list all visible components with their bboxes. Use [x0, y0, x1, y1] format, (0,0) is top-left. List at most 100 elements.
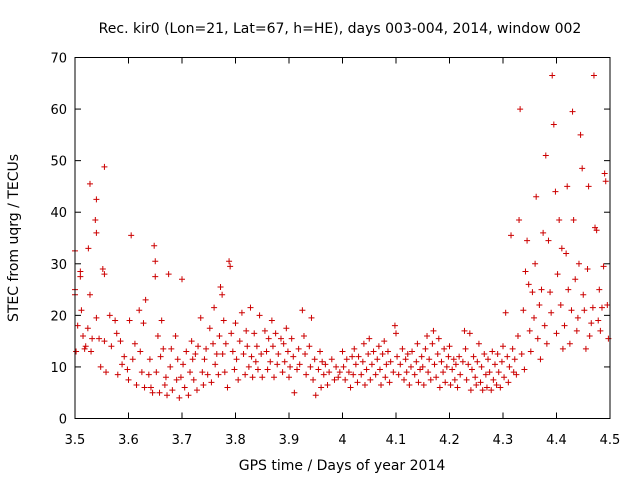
data-point	[271, 374, 278, 381]
data-point	[376, 366, 383, 373]
data-point	[493, 381, 500, 388]
data-point	[312, 392, 319, 399]
data-point	[511, 356, 518, 363]
data-point	[595, 317, 602, 324]
data-point	[596, 286, 603, 293]
data-point	[540, 229, 547, 236]
data-point	[526, 327, 533, 334]
data-point	[81, 345, 88, 352]
data-point	[486, 369, 493, 376]
y-axis-label: STEC from uqrg / TECUs	[6, 154, 22, 322]
data-point	[310, 376, 317, 383]
data-point	[485, 356, 492, 363]
data-point	[112, 317, 119, 324]
data-point	[146, 356, 153, 363]
data-point	[518, 351, 525, 358]
data-point	[318, 384, 325, 391]
data-point	[261, 327, 268, 334]
data-points	[72, 72, 612, 401]
data-point	[552, 188, 559, 195]
data-point	[545, 237, 552, 244]
data-point	[472, 374, 479, 381]
plot-frame	[74, 57, 611, 419]
data-point	[402, 356, 409, 363]
data-point	[478, 363, 485, 370]
y-axis-ticks: 0 10 20 30 40 50 60 70	[50, 52, 610, 428]
data-point	[600, 263, 607, 270]
data-point	[417, 366, 424, 373]
data-point	[199, 369, 206, 376]
data-point	[243, 327, 250, 334]
data-point	[88, 348, 95, 355]
data-point	[268, 317, 275, 324]
data-point	[482, 371, 489, 378]
data-point	[77, 273, 84, 280]
data-point	[203, 345, 210, 352]
data-point	[151, 242, 158, 249]
data-point	[598, 304, 605, 311]
data-point	[418, 353, 425, 360]
data-point	[403, 369, 410, 376]
data-point	[129, 356, 136, 363]
data-point	[263, 348, 270, 355]
data-point	[582, 345, 589, 352]
data-point	[585, 183, 592, 190]
data-point	[568, 307, 575, 314]
data-point	[138, 369, 145, 376]
data-point	[440, 369, 447, 376]
x-tick-label: 4.3	[493, 433, 514, 448]
data-point	[86, 291, 93, 298]
data-point	[251, 330, 258, 337]
data-point	[156, 389, 163, 396]
data-point	[164, 392, 171, 399]
data-point	[306, 343, 313, 350]
data-point	[242, 371, 249, 378]
data-point	[367, 376, 374, 383]
data-point	[248, 353, 255, 360]
data-point	[589, 304, 596, 311]
data-point	[339, 348, 346, 355]
data-point	[307, 363, 314, 370]
data-point	[101, 338, 108, 345]
data-point	[553, 330, 560, 337]
data-point	[556, 216, 563, 223]
data-point	[224, 384, 231, 391]
data-point	[445, 353, 452, 360]
data-point	[80, 332, 87, 339]
data-point	[584, 265, 591, 272]
data-point	[411, 371, 418, 378]
data-point	[99, 265, 106, 272]
data-point	[575, 260, 582, 267]
data-point	[452, 361, 459, 368]
data-point	[267, 358, 274, 365]
y-tick-label: 20	[50, 309, 67, 324]
data-point	[483, 384, 490, 391]
data-point	[559, 345, 566, 352]
data-point	[404, 351, 411, 358]
data-point	[286, 374, 292, 381]
data-point	[219, 291, 226, 298]
data-point	[422, 345, 429, 352]
data-point	[73, 348, 80, 355]
data-point	[399, 345, 406, 352]
x-tick-label: 3.7	[172, 433, 193, 448]
data-point	[264, 366, 271, 373]
data-point	[183, 348, 190, 355]
data-point	[529, 289, 536, 296]
data-point	[510, 369, 517, 376]
data-point	[96, 335, 103, 342]
data-point	[521, 366, 528, 373]
data-point	[296, 361, 303, 368]
x-tick-label: 4.4	[546, 433, 567, 448]
data-point	[516, 216, 523, 223]
data-point	[456, 353, 463, 360]
data-point	[363, 366, 370, 373]
data-point	[561, 322, 568, 329]
x-tick-label: 4.1	[386, 433, 407, 448]
data-point	[501, 374, 508, 381]
data-point	[342, 376, 349, 383]
data-point	[228, 330, 235, 337]
data-point	[450, 356, 457, 363]
data-point	[374, 356, 381, 363]
data-point	[443, 363, 450, 370]
